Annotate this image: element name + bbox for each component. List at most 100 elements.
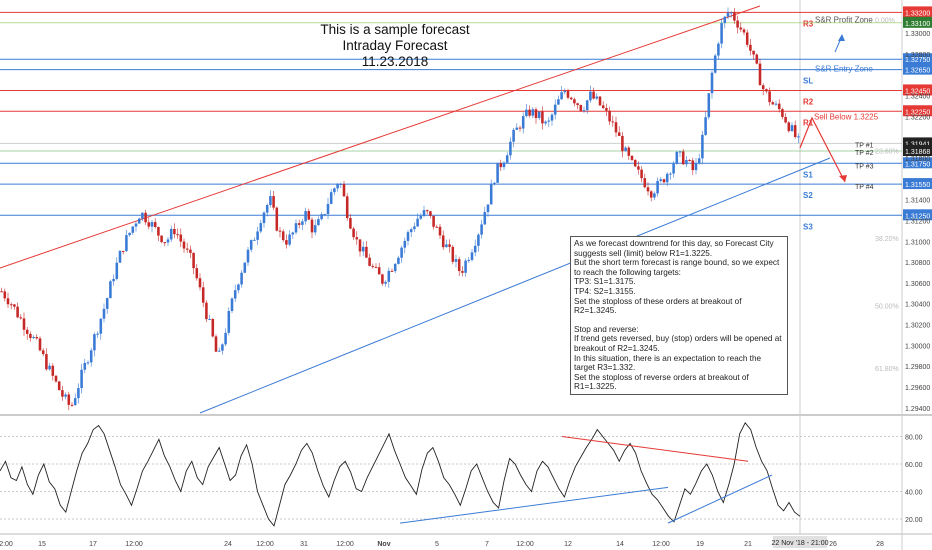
- rsi-tick-label: 40.00: [905, 490, 923, 497]
- price-tick-label: 1.30000: [905, 343, 930, 350]
- candle-body: [301, 221, 304, 225]
- candle-body: [499, 163, 503, 168]
- candle-body: [454, 259, 458, 262]
- candle-body: [19, 317, 23, 319]
- time-tick-label: 12: [564, 541, 572, 548]
- candle-body: [134, 223, 138, 227]
- level-label-r2: R2: [803, 97, 814, 106]
- candle-body: [147, 222, 151, 227]
- rsi-tick-label: 80.00: [905, 435, 923, 442]
- candle-body: [176, 234, 179, 236]
- candle-body: [70, 404, 74, 406]
- candle-body: [333, 188, 336, 193]
- candle-body: [45, 354, 48, 370]
- candle-body: [16, 306, 19, 318]
- candle-body: [288, 234, 291, 245]
- candle-body: [115, 262, 119, 279]
- candle-body: [749, 44, 752, 51]
- candle-body: [227, 310, 231, 333]
- candle-body: [608, 110, 611, 122]
- candle-body: [614, 122, 618, 133]
- candle-body: [35, 337, 39, 339]
- candle-body: [291, 232, 295, 235]
- price-badge: [903, 84, 932, 96]
- candle-body: [675, 151, 679, 164]
- candle-body: [438, 226, 442, 236]
- price-badge-label: 1.31550: [905, 182, 930, 189]
- candle-body: [646, 187, 650, 192]
- candle-body: [61, 390, 64, 397]
- candle-body: [141, 212, 144, 219]
- candle-body: [105, 298, 109, 309]
- candle-body: [365, 246, 368, 258]
- candle-body: [83, 362, 87, 370]
- candle-body: [125, 235, 128, 252]
- rsi-tick-label: 60.00: [905, 462, 923, 469]
- rsi-line: [0, 421, 801, 527]
- time-tick-label: Nov: [377, 541, 390, 548]
- candle-body: [253, 239, 256, 241]
- candle-body: [765, 89, 768, 92]
- candle-body: [416, 218, 419, 227]
- candle-body: [137, 218, 141, 224]
- candle-body: [531, 109, 535, 116]
- price-badge-label: 1.32750: [905, 57, 930, 64]
- candle-body: [669, 173, 672, 175]
- rsi-tick-label: 20.00: [905, 517, 923, 524]
- candle-body: [243, 262, 247, 273]
- candle-body: [86, 362, 90, 364]
- candle-body: [32, 337, 35, 339]
- candle-body: [777, 103, 781, 110]
- candle-body: [678, 151, 682, 153]
- forecast-arrowhead: [839, 175, 847, 182]
- candle-body: [633, 159, 637, 167]
- candle-body: [307, 211, 311, 220]
- candle-body: [211, 319, 215, 337]
- candle-body: [429, 211, 432, 216]
- candle-body: [390, 270, 394, 272]
- candle-body: [409, 229, 413, 233]
- candle-body: [374, 266, 378, 268]
- price-badge: [903, 53, 932, 65]
- time-tick-label: 12:00: [125, 541, 143, 548]
- level-label-sl: SL: [803, 77, 813, 86]
- candle-body: [566, 91, 570, 98]
- candle-body: [150, 222, 154, 227]
- candle-body: [221, 344, 224, 351]
- candle-body: [534, 109, 538, 119]
- candle-body: [486, 204, 490, 213]
- candle-body: [470, 252, 474, 260]
- candle-body: [278, 230, 282, 232]
- candle-body: [189, 249, 192, 253]
- time-tick-label: 21: [744, 541, 752, 548]
- candle-body: [627, 147, 631, 156]
- candle-body: [169, 228, 173, 240]
- candle-body: [605, 108, 608, 111]
- candle-body: [525, 109, 528, 117]
- sell-below-label: Sell Below 1.3225: [814, 112, 879, 121]
- candle-body: [297, 223, 301, 225]
- candle-body: [617, 132, 621, 136]
- candle-body: [240, 272, 243, 285]
- forecast-arrow: [799, 116, 846, 183]
- level-label-r1: R1: [803, 118, 814, 127]
- price-badge: [903, 157, 932, 169]
- candle-body: [371, 265, 375, 267]
- candle-body: [246, 249, 250, 263]
- candle-body: [80, 369, 83, 389]
- candle-body: [355, 237, 359, 240]
- candle-body: [233, 290, 237, 299]
- candle-body: [208, 319, 211, 321]
- candle-body: [368, 257, 371, 266]
- candle-body: [285, 240, 288, 245]
- price-badge: [903, 145, 932, 157]
- candle-body: [57, 381, 61, 391]
- candle-body: [473, 245, 477, 253]
- candle-body: [9, 304, 13, 306]
- candle-body: [457, 259, 461, 272]
- candle-body: [697, 158, 701, 164]
- candle-body: [323, 214, 327, 216]
- candle-body: [582, 110, 586, 112]
- price-tick-label: 1.33000: [905, 31, 930, 38]
- resistance-trendline: [0, 5, 761, 269]
